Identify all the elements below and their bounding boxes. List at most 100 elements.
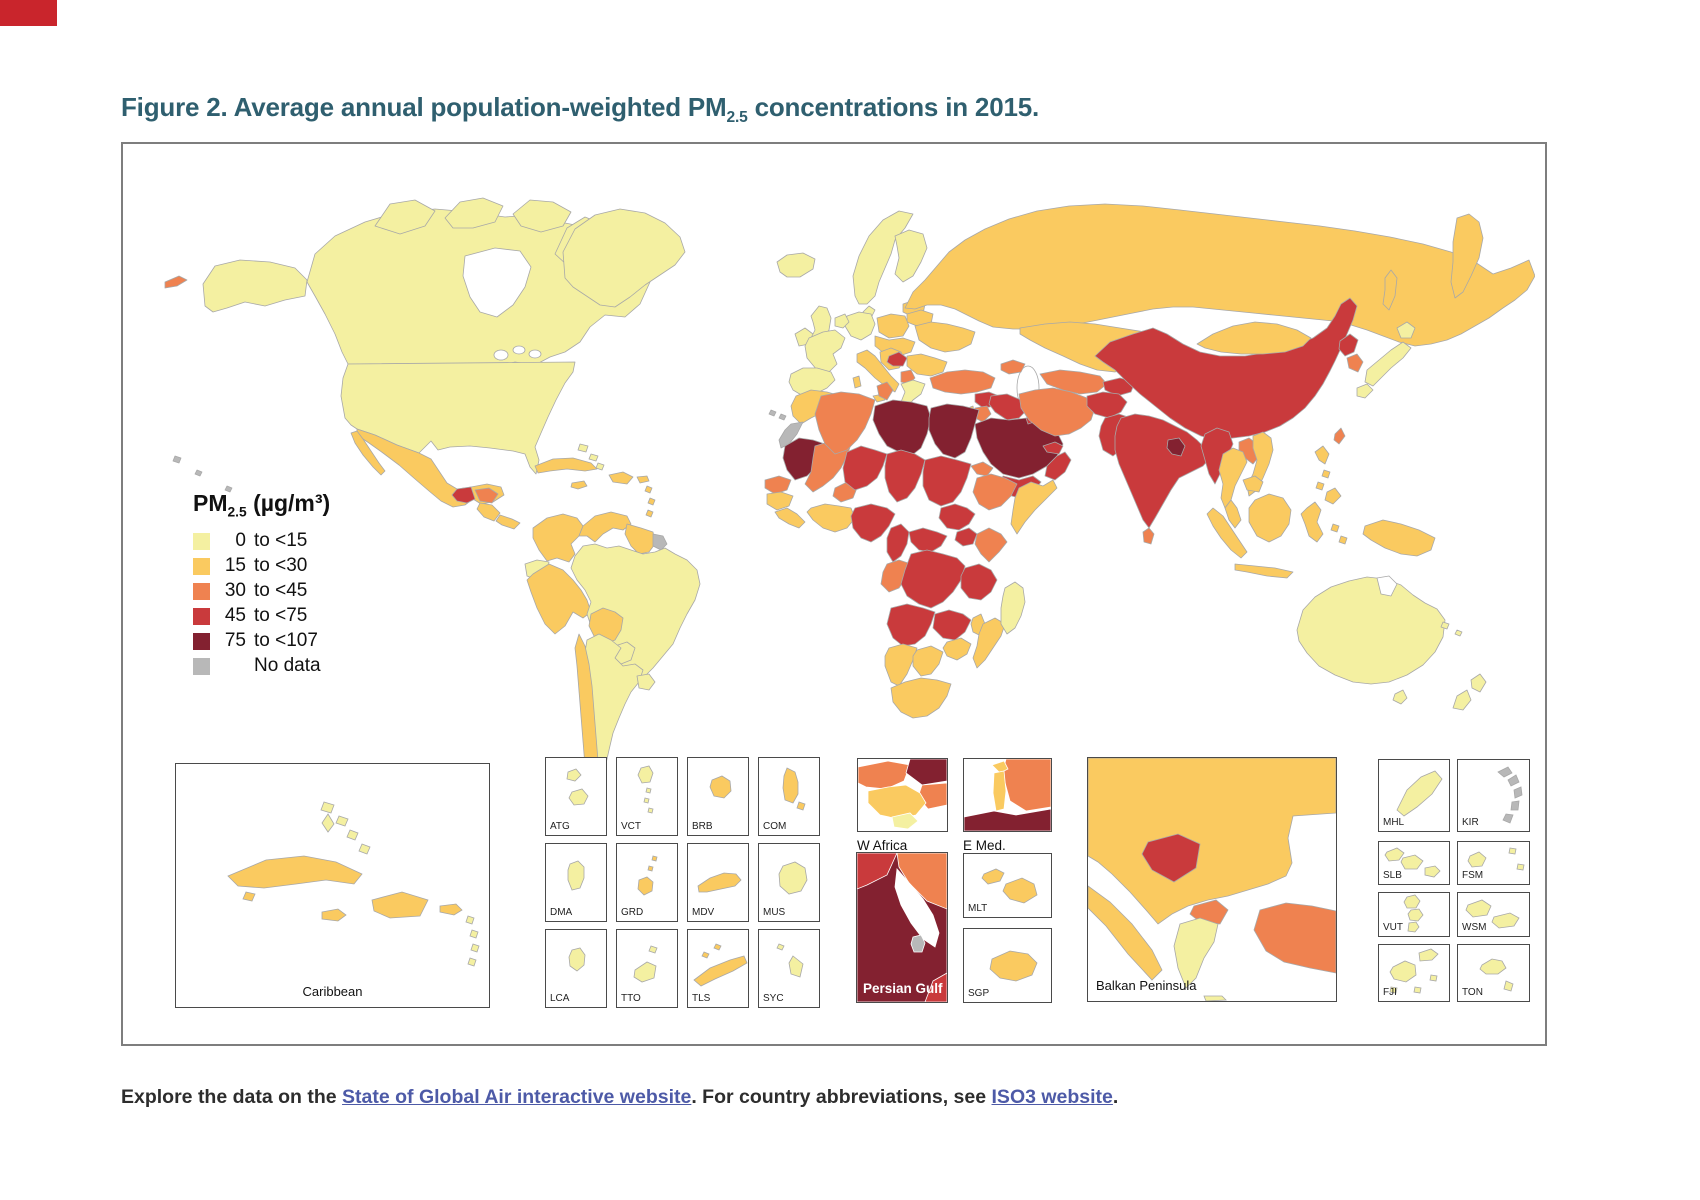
map-region bbox=[451, 486, 476, 504]
inset-island bbox=[1389, 974, 1438, 994]
legend-item: 45 to <75 bbox=[193, 604, 330, 629]
inset-kir: KIR bbox=[1457, 759, 1530, 832]
legend-title-main: PM bbox=[193, 490, 228, 516]
inset-label: SYC bbox=[763, 993, 784, 1004]
inset-region bbox=[867, 784, 927, 820]
map-region bbox=[1039, 369, 1108, 395]
map-region bbox=[886, 351, 908, 367]
inset-label: DMA bbox=[550, 907, 573, 918]
legend-item: 0 to <15 bbox=[193, 529, 330, 554]
caption-link-state-of-global-air[interactable]: State of Global Air interactive website bbox=[342, 1085, 692, 1108]
inset-island bbox=[989, 950, 1038, 982]
map-region bbox=[608, 471, 634, 485]
inset-island bbox=[796, 801, 806, 811]
map-region bbox=[886, 523, 910, 563]
inset-syc: SYC bbox=[758, 929, 820, 1008]
inset-grd: GRD bbox=[616, 843, 678, 922]
map-region bbox=[1166, 437, 1186, 457]
inset-region bbox=[1253, 902, 1336, 974]
map-region bbox=[872, 399, 932, 457]
map-region bbox=[570, 480, 588, 490]
map-region bbox=[938, 503, 976, 531]
inset-island bbox=[1418, 948, 1439, 962]
map-region bbox=[886, 603, 936, 647]
inset-island bbox=[693, 955, 748, 987]
map-region bbox=[1382, 269, 1398, 311]
map-region bbox=[1440, 621, 1463, 637]
inset-region bbox=[991, 760, 1009, 774]
inset-tto: TTO bbox=[616, 929, 678, 1008]
inset-label: FJI bbox=[1383, 987, 1397, 998]
inset-label-pgulf: Persian Gulf bbox=[863, 981, 943, 996]
map-region bbox=[1392, 689, 1408, 705]
map-region bbox=[1206, 507, 1248, 559]
inset-island bbox=[633, 961, 657, 983]
map-region bbox=[1338, 333, 1359, 357]
map-region bbox=[922, 455, 972, 507]
legend-title-sub: 2.5 bbox=[227, 504, 247, 520]
map-region bbox=[1224, 499, 1242, 529]
inset-mlt: MLT bbox=[963, 853, 1052, 918]
map-region bbox=[652, 533, 668, 551]
map-region bbox=[960, 563, 998, 601]
map-region bbox=[1044, 451, 1072, 481]
great-lake bbox=[512, 345, 526, 355]
map-region bbox=[1142, 527, 1155, 545]
map-region bbox=[350, 430, 386, 476]
great-lake bbox=[528, 349, 542, 359]
map-region bbox=[340, 361, 576, 475]
map-region bbox=[900, 379, 926, 409]
figure-title-text: Figure 2. Average annual population-weig… bbox=[121, 92, 727, 122]
legend-item: No data bbox=[193, 654, 330, 679]
inset-label: TLS bbox=[692, 993, 711, 1004]
inset-island bbox=[1400, 854, 1424, 870]
legend-swatch bbox=[193, 532, 210, 550]
inset-island bbox=[1407, 921, 1420, 933]
map-region bbox=[766, 491, 794, 511]
inset-label: SLB bbox=[1383, 870, 1402, 881]
inset-region bbox=[891, 812, 919, 830]
map-region bbox=[914, 321, 976, 353]
inset-label: ATG bbox=[550, 821, 570, 832]
inset-label-balkan: Balkan Peninsula bbox=[1096, 978, 1197, 993]
map-region bbox=[806, 503, 856, 533]
map-region bbox=[1356, 383, 1374, 399]
map-region bbox=[1018, 387, 1096, 437]
inset-region bbox=[1088, 758, 1336, 925]
inset-island bbox=[697, 872, 742, 893]
inset-com: COM bbox=[758, 757, 820, 836]
legend-label: to <30 bbox=[254, 555, 308, 577]
map-region bbox=[842, 445, 888, 491]
map-region bbox=[1314, 445, 1342, 505]
inset-island bbox=[567, 860, 585, 891]
map-region bbox=[900, 549, 966, 609]
map-region bbox=[164, 275, 188, 289]
inset-label: WSM bbox=[1462, 922, 1487, 933]
map-region bbox=[1333, 427, 1346, 445]
inset-label: TON bbox=[1462, 987, 1483, 998]
inset-island bbox=[1503, 980, 1514, 992]
map-region bbox=[202, 259, 308, 313]
map-region bbox=[1330, 523, 1348, 545]
inset-pgulf: Persian Gulf bbox=[856, 852, 948, 1003]
map-region bbox=[876, 381, 894, 401]
inset-mdv: MDV bbox=[687, 843, 749, 922]
legend-swatch bbox=[193, 632, 210, 650]
inset-region bbox=[1003, 759, 1051, 812]
map-region bbox=[172, 455, 233, 493]
map-region bbox=[532, 513, 584, 563]
map-region bbox=[578, 511, 632, 543]
inset-island bbox=[778, 861, 808, 895]
figure-title: Figure 2. Average annual population-weig… bbox=[121, 92, 1039, 127]
inset-island bbox=[788, 955, 804, 978]
map-region bbox=[495, 514, 521, 530]
inset-label: GRD bbox=[621, 907, 644, 918]
page-corner-accent bbox=[0, 0, 57, 26]
map-region bbox=[814, 391, 876, 455]
map-region bbox=[1296, 576, 1446, 685]
inset-island bbox=[227, 855, 363, 889]
caption-link-iso3[interactable]: ISO3 website bbox=[991, 1085, 1113, 1108]
map-region bbox=[1346, 353, 1364, 373]
inset-island bbox=[1203, 995, 1227, 1001]
inset-tls: TLS bbox=[687, 929, 749, 1008]
